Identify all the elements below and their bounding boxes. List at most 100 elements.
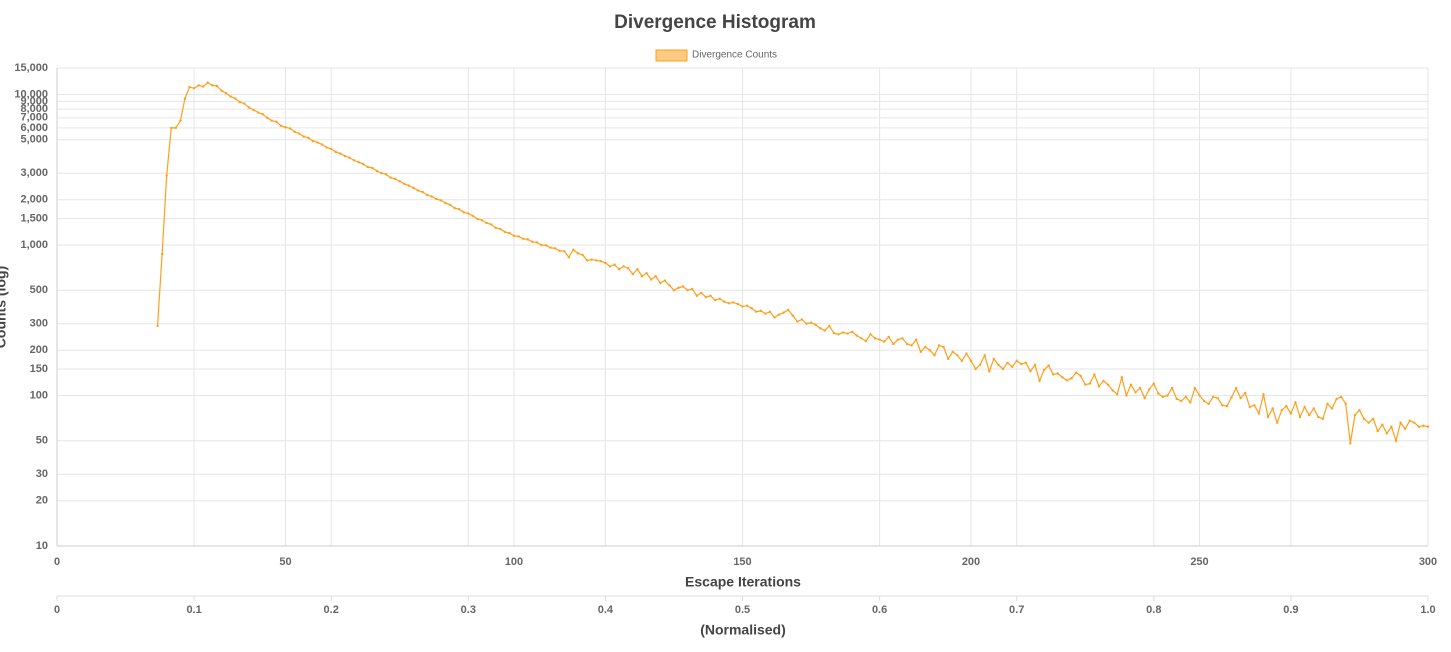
data-point xyxy=(599,260,603,263)
data-point xyxy=(371,166,374,170)
data-point xyxy=(170,126,173,130)
data-point xyxy=(298,132,301,135)
data-point xyxy=(412,186,415,189)
data-point xyxy=(1120,376,1124,379)
data-point xyxy=(1253,404,1256,407)
data-point xyxy=(1134,391,1137,394)
data-point xyxy=(956,354,959,357)
data-point xyxy=(741,305,744,308)
data-point xyxy=(983,354,986,357)
data-point xyxy=(389,176,392,179)
data-point xyxy=(1015,359,1018,363)
data-point xyxy=(828,324,831,328)
data-point xyxy=(681,285,685,288)
data-point xyxy=(279,124,283,127)
data-point xyxy=(188,85,191,89)
data-point xyxy=(1070,377,1073,380)
y-tick-label: 6,000 xyxy=(20,122,48,134)
data-point xyxy=(1006,361,1009,364)
data-point xyxy=(1093,373,1096,376)
data-point xyxy=(914,338,918,341)
data-point xyxy=(1280,408,1283,412)
data-point xyxy=(777,313,781,316)
data-point xyxy=(252,108,255,112)
data-point xyxy=(1029,370,1032,373)
data-point xyxy=(787,308,790,312)
data-point xyxy=(878,338,881,341)
data-point xyxy=(755,310,758,313)
y-tick-label: 50 xyxy=(36,435,48,447)
data-point xyxy=(1317,415,1320,419)
data-point xyxy=(1362,417,1366,421)
y-axis-label: Counts (log) xyxy=(0,266,9,348)
data-point xyxy=(1047,364,1050,367)
data-point xyxy=(896,338,900,341)
x-tick-label: 150 xyxy=(733,556,751,568)
y-tick-label: 500 xyxy=(30,284,48,296)
data-point xyxy=(156,324,159,328)
data-point xyxy=(330,147,333,151)
data-point xyxy=(1106,383,1110,386)
data-point xyxy=(521,237,525,240)
x-tick-label: 300 xyxy=(1419,556,1437,568)
y-tick-label: 2,000 xyxy=(20,194,48,206)
data-point xyxy=(1321,417,1325,421)
data-point xyxy=(1221,404,1224,407)
data-point xyxy=(704,295,708,299)
data-point xyxy=(1358,408,1361,412)
data-point xyxy=(1349,442,1352,445)
y-tick-label: 150 xyxy=(30,363,48,375)
data-point xyxy=(654,275,657,278)
data-point xyxy=(1111,389,1114,392)
data-point xyxy=(846,332,849,335)
data-point xyxy=(348,156,351,159)
data-point xyxy=(270,119,273,122)
x2-tick-label: 0.8 xyxy=(1146,604,1161,616)
data-point xyxy=(1230,396,1233,399)
data-point xyxy=(540,243,543,247)
data-point xyxy=(572,248,575,251)
data-point xyxy=(380,171,383,175)
data-point xyxy=(1422,424,1425,427)
data-point xyxy=(334,150,337,154)
legend-swatch[interactable] xyxy=(655,49,688,62)
data-point xyxy=(892,342,895,346)
data-point xyxy=(841,331,845,334)
data-point xyxy=(1312,407,1315,410)
data-point xyxy=(814,323,817,326)
data-point xyxy=(864,339,868,343)
data-point xyxy=(1216,396,1219,400)
data-point xyxy=(672,289,676,292)
data-point xyxy=(1143,396,1146,400)
data-point xyxy=(485,221,488,225)
data-point xyxy=(302,135,305,138)
data-point xyxy=(261,112,264,116)
data-point xyxy=(1061,376,1064,379)
data-point xyxy=(818,327,822,330)
legend-label[interactable]: Divergence Counts xyxy=(692,50,777,61)
data-point xyxy=(174,126,178,130)
data-point xyxy=(1161,395,1165,399)
data-point xyxy=(1152,382,1156,385)
data-point xyxy=(183,97,187,100)
data-point xyxy=(1074,371,1078,374)
data-point xyxy=(471,214,475,218)
data-point xyxy=(1001,367,1005,371)
data-point xyxy=(211,84,214,87)
data-point xyxy=(1326,402,1329,406)
data-point xyxy=(988,370,991,373)
data-point xyxy=(965,352,968,355)
data-point xyxy=(238,100,241,104)
data-point xyxy=(453,206,456,210)
data-point xyxy=(393,177,397,181)
data-point xyxy=(512,234,516,238)
data-point xyxy=(1353,413,1357,417)
x2-tick-label: 0.3 xyxy=(461,604,476,616)
data-point xyxy=(905,342,909,346)
data-point xyxy=(1116,393,1119,396)
data-point xyxy=(837,333,840,336)
data-point xyxy=(307,136,310,140)
data-point xyxy=(1193,386,1197,390)
data-point xyxy=(206,81,210,84)
x-tick-label: 50 xyxy=(279,556,291,568)
